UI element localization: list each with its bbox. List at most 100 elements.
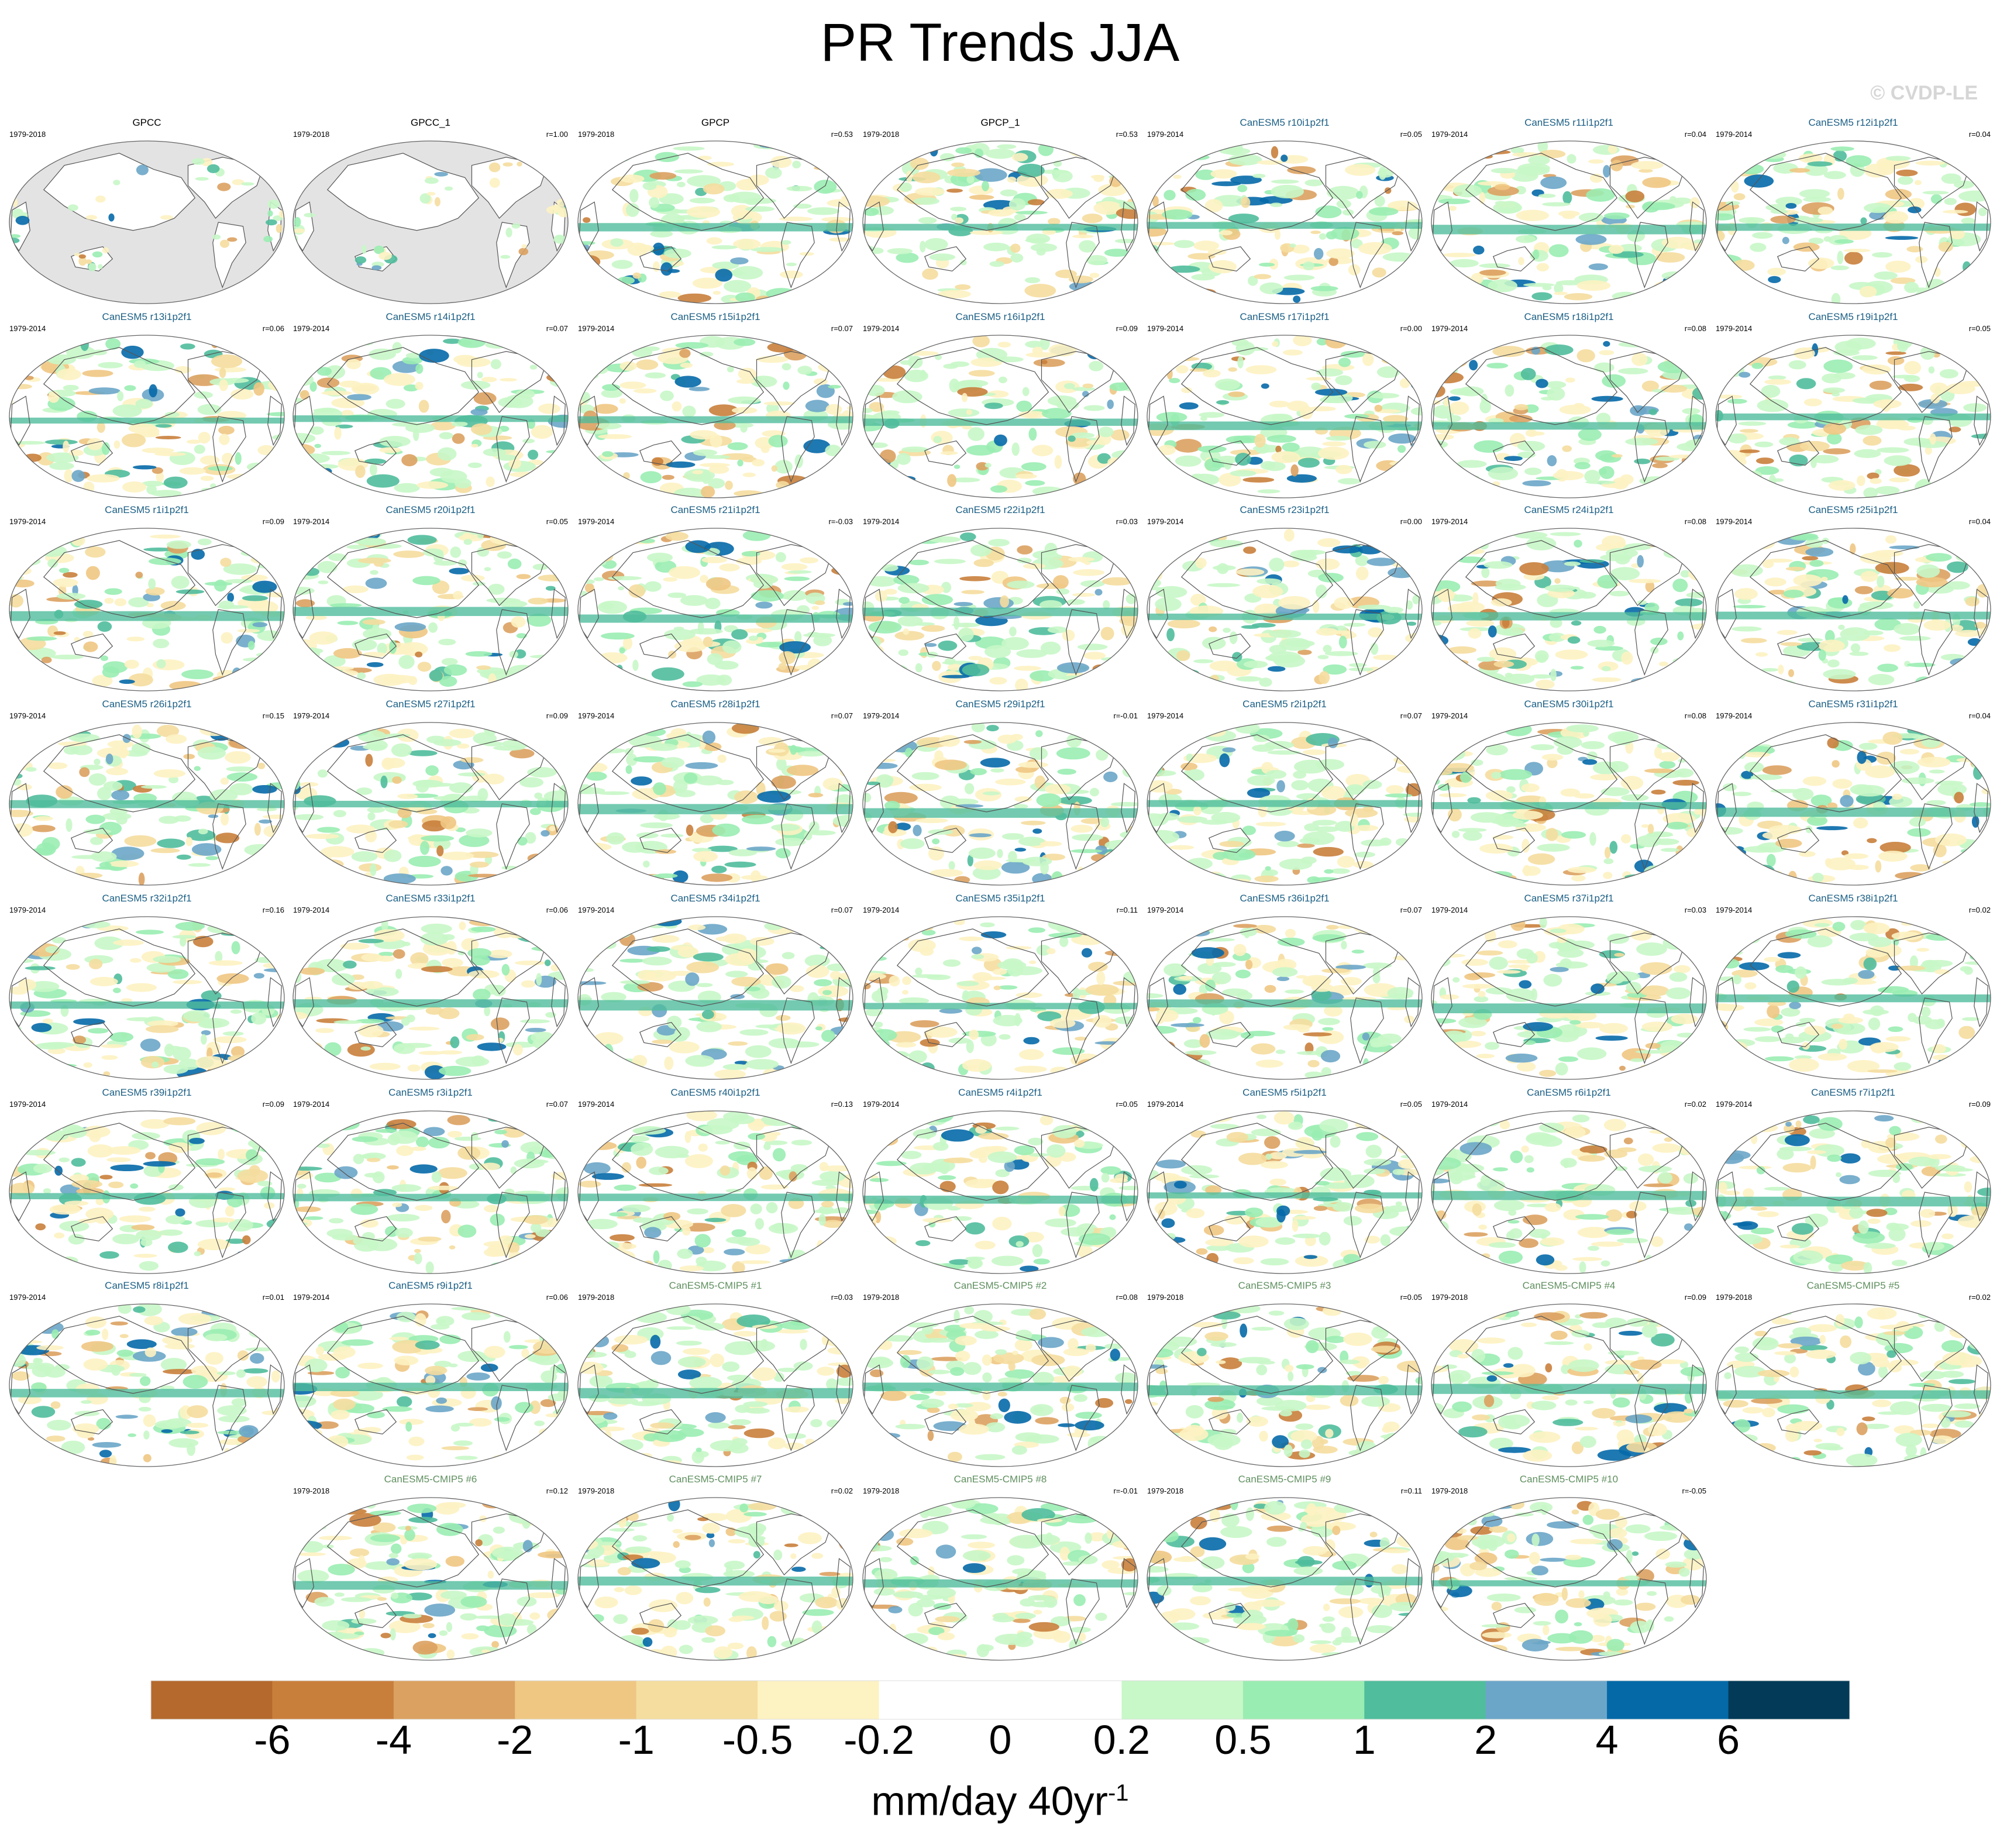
dry-trend-patch <box>82 631 94 638</box>
dry-trend-patch <box>156 471 164 483</box>
dry-trend-patch <box>263 662 284 666</box>
wet-trend-patch <box>865 1051 886 1063</box>
panel-years: 1979-2014 <box>1147 130 1184 139</box>
wet-trend-patch <box>899 997 930 1004</box>
wet-trend-patch <box>901 446 928 453</box>
dry-trend-patch <box>969 185 994 195</box>
coastline <box>267 395 282 446</box>
dry-trend-patch <box>1906 246 1923 253</box>
dry-trend-patch <box>334 426 342 440</box>
wet-trend-patch <box>455 1057 490 1067</box>
dry-trend-patch <box>1254 875 1279 883</box>
wet-trend-patch <box>730 257 749 264</box>
wet-trend-patch <box>484 1006 491 1017</box>
dry-trend-patch <box>14 567 32 575</box>
wet-trend-patch <box>650 743 678 751</box>
wet-trend-patch <box>313 464 339 469</box>
wet-trend-patch <box>1228 154 1262 166</box>
wet-trend-patch <box>371 265 382 270</box>
dry-trend-patch <box>756 356 789 363</box>
wet-trend-patch <box>1681 348 1693 360</box>
dry-trend-patch <box>595 359 608 367</box>
dry-trend-patch <box>1541 753 1564 761</box>
coastline <box>1066 222 1100 288</box>
dry-trend-patch <box>1964 291 1985 304</box>
dry-trend-patch <box>273 842 284 854</box>
wet-trend-patch <box>462 796 487 802</box>
dry-trend-patch <box>195 1056 226 1070</box>
dry-trend-patch <box>95 195 106 203</box>
dry-trend-patch <box>1609 245 1624 254</box>
dry-trend-patch <box>1202 369 1221 378</box>
dry-trend-patch <box>1898 383 1923 391</box>
dry-trend-patch <box>101 1044 125 1048</box>
wet-trend-patch <box>372 624 380 633</box>
wet-trend-patch <box>891 926 910 934</box>
wet-trend-patch <box>1297 457 1320 468</box>
wet-trend-patch <box>1799 189 1830 199</box>
coastline <box>611 153 765 231</box>
wet-trend-patch <box>660 390 674 401</box>
wet-trend-patch <box>1036 248 1046 256</box>
map-plot <box>577 722 853 886</box>
wet-trend-patch <box>526 1059 551 1071</box>
dry-trend-patch <box>199 455 220 465</box>
wet-trend-patch <box>1052 170 1073 183</box>
dry-trend-patch <box>1954 791 1964 804</box>
wet-trend-patch <box>1114 937 1135 944</box>
wet-trend-patch <box>1744 762 1764 773</box>
wet-trend-patch <box>9 724 21 733</box>
dry-trend-patch <box>1147 226 1167 237</box>
wet-trend-patch <box>988 539 1010 547</box>
wet-trend-patch <box>745 1059 779 1070</box>
wet-trend-patch <box>402 356 423 364</box>
dry-trend-patch <box>1448 205 1457 211</box>
wet-trend-patch <box>1345 784 1365 795</box>
panel-title: GPCP_1 <box>980 117 1020 128</box>
wet-trend-patch <box>734 338 756 346</box>
dry-trend-patch <box>1872 550 1903 557</box>
map-panel: CanESM5 r21i1p2f1 1979-2014 r=-0.03 <box>576 504 855 697</box>
coastline <box>1465 153 1618 231</box>
dry-trend-patch <box>804 483 836 495</box>
dry-trend-patch <box>1663 871 1689 876</box>
panel-title: CanESM5 r11i1p2f1 <box>1524 117 1613 128</box>
dry-trend-patch <box>327 669 359 677</box>
dry-trend-patch <box>13 576 24 580</box>
dry-trend-patch <box>1083 652 1106 660</box>
wet-trend-patch <box>223 486 250 498</box>
dry-trend-patch <box>250 858 260 873</box>
wet-trend-patch <box>685 540 711 553</box>
dry-trend-patch <box>708 464 729 474</box>
dry-trend-patch <box>779 216 813 222</box>
dry-trend-patch <box>1406 491 1416 495</box>
wet-trend-patch <box>1750 292 1765 304</box>
coastline <box>1634 416 1668 483</box>
wet-trend-patch <box>1304 179 1323 187</box>
wet-trend-patch <box>205 856 219 861</box>
wet-trend-patch <box>1179 402 1199 409</box>
map-plot <box>1431 528 1707 691</box>
dry-trend-patch <box>1538 150 1566 159</box>
dry-trend-patch <box>969 230 1003 235</box>
wet-trend-patch <box>198 828 208 835</box>
dry-trend-patch <box>332 478 345 490</box>
wet-trend-patch <box>1282 442 1300 452</box>
wet-trend-patch <box>655 152 680 162</box>
wet-trend-patch <box>259 819 273 824</box>
wet-trend-patch <box>1237 356 1244 369</box>
wet-trend-patch <box>863 1062 876 1077</box>
wet-trend-patch <box>1362 780 1382 789</box>
wet-trend-patch <box>443 793 466 802</box>
wet-trend-patch <box>1216 400 1230 405</box>
dry-trend-patch <box>1522 866 1541 876</box>
wet-trend-patch <box>1978 453 1991 467</box>
map-border <box>9 140 285 304</box>
wet-trend-patch <box>9 639 18 652</box>
wet-trend-patch <box>717 674 732 686</box>
wet-trend-patch <box>198 1020 223 1029</box>
wet-trend-patch <box>415 364 424 374</box>
wet-trend-patch <box>1230 470 1257 477</box>
wet-trend-patch <box>1785 203 1797 209</box>
wet-trend-patch <box>1217 563 1229 574</box>
